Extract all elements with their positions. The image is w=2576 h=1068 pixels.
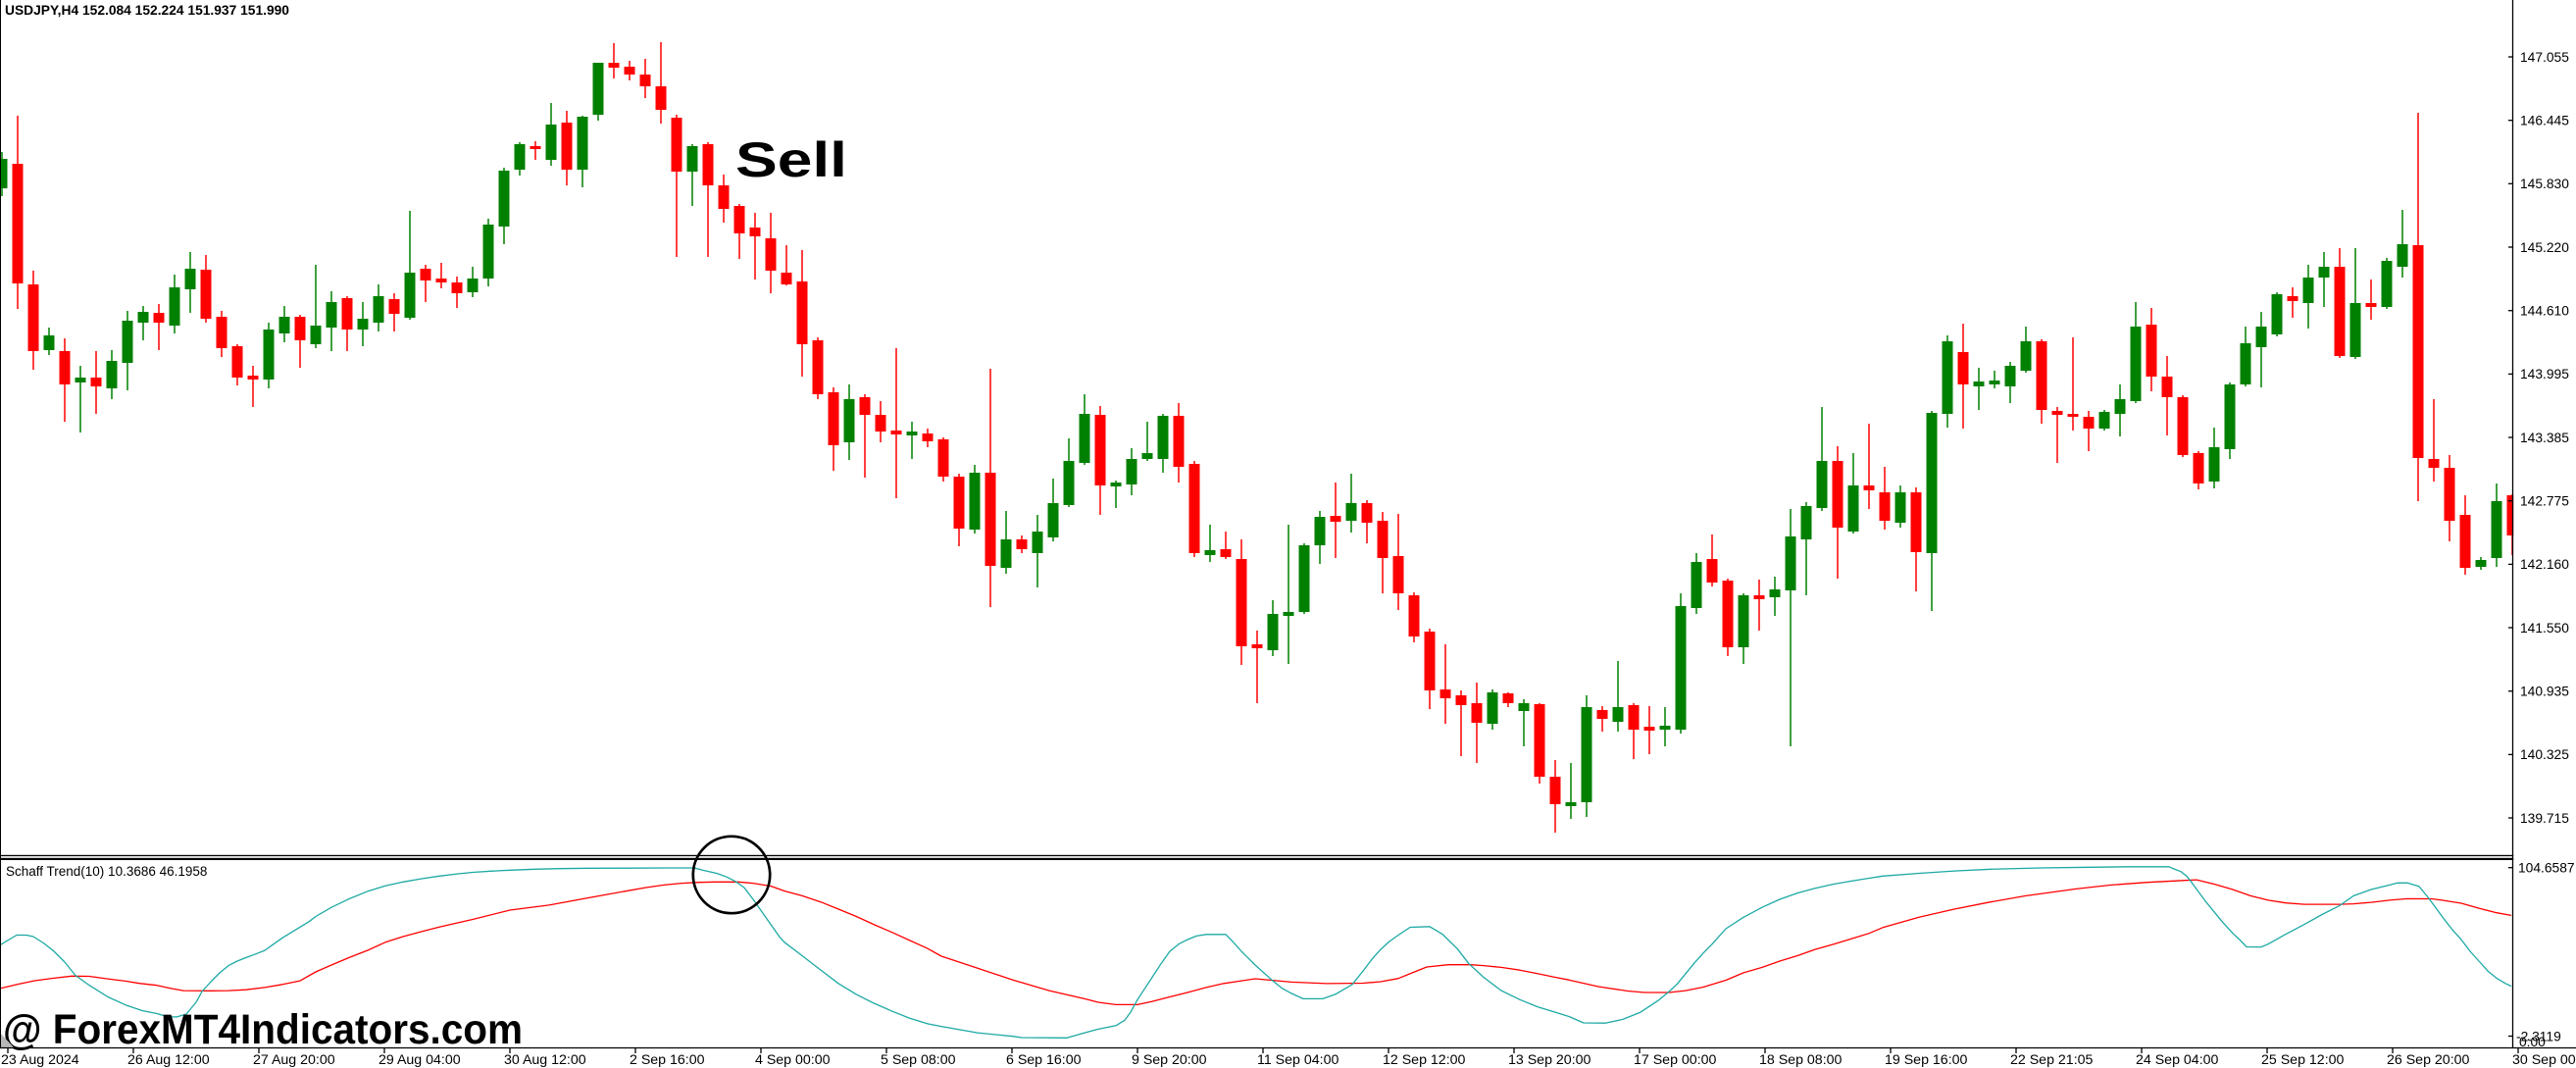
svg-text:143.385: 143.385 — [2520, 431, 2569, 445]
svg-text:4 Sep 00:00: 4 Sep 00:00 — [755, 1052, 831, 1068]
svg-text:5 Sep 08:00: 5 Sep 08:00 — [881, 1052, 956, 1068]
svg-text:139.715: 139.715 — [2520, 811, 2569, 826]
svg-text:30 Sep 00:00: 30 Sep 00:00 — [2512, 1052, 2576, 1068]
svg-text:147.055: 147.055 — [2520, 50, 2569, 65]
svg-text:142.160: 142.160 — [2520, 557, 2569, 572]
svg-text:0:00: 0:00 — [2519, 1035, 2546, 1049]
svg-text:9 Sep 20:00: 9 Sep 20:00 — [1132, 1052, 1207, 1068]
svg-text:104.6587: 104.6587 — [2518, 861, 2575, 876]
svg-text:Schaff Trend(10) 10.3686 46.19: Schaff Trend(10) 10.3686 46.1958 — [6, 864, 207, 879]
svg-text:143.995: 143.995 — [2520, 367, 2569, 381]
svg-text:@ ForexMT4Indicators.com: @ ForexMT4Indicators.com — [3, 1006, 523, 1053]
svg-text:25 Sep 12:00: 25 Sep 12:00 — [2261, 1052, 2345, 1068]
svg-text:29 Aug 04:00: 29 Aug 04:00 — [379, 1052, 461, 1068]
svg-text:141.550: 141.550 — [2520, 621, 2569, 636]
svg-text:6 Sep 16:00: 6 Sep 16:00 — [1006, 1052, 1082, 1068]
svg-text:24 Sep 04:00: 24 Sep 04:00 — [2136, 1052, 2219, 1068]
svg-text:12 Sep 12:00: 12 Sep 12:00 — [1383, 1052, 1466, 1068]
svg-text:30 Aug 12:00: 30 Aug 12:00 — [504, 1052, 586, 1068]
svg-text:140.325: 140.325 — [2520, 747, 2569, 762]
svg-text:13 Sep 20:00: 13 Sep 20:00 — [1508, 1052, 1591, 1068]
svg-text:145.830: 145.830 — [2520, 177, 2569, 191]
svg-text:11 Sep 04:00: 11 Sep 04:00 — [1257, 1052, 1339, 1068]
svg-text:-2.3119: -2.3119 — [2516, 1030, 2561, 1044]
svg-text:Sell: Sell — [735, 132, 847, 187]
svg-text:146.445: 146.445 — [2520, 114, 2569, 128]
svg-text:19 Sep 16:00: 19 Sep 16:00 — [1885, 1052, 1968, 1068]
svg-text:22 Sep 21:05: 22 Sep 21:05 — [2010, 1052, 2094, 1068]
svg-text:23 Aug 2024: 23 Aug 2024 — [1, 1052, 79, 1068]
svg-text:2 Sep 16:00: 2 Sep 16:00 — [630, 1052, 705, 1068]
svg-text:27 Aug 20:00: 27 Aug 20:00 — [253, 1052, 335, 1068]
svg-text:142.775: 142.775 — [2520, 494, 2569, 509]
svg-text:140.935: 140.935 — [2520, 685, 2569, 699]
svg-text:26 Sep 20:00: 26 Sep 20:00 — [2387, 1052, 2470, 1068]
svg-text:18 Sep 08:00: 18 Sep 08:00 — [1759, 1052, 1843, 1068]
svg-text:26 Aug 12:00: 26 Aug 12:00 — [127, 1052, 210, 1068]
svg-text:17 Sep 00:00: 17 Sep 00:00 — [1634, 1052, 1717, 1068]
svg-text:USDJPY,H4 152.084 152.224 151: USDJPY,H4 152.084 152.224 151.937 151.99… — [5, 3, 289, 18]
svg-text:144.610: 144.610 — [2520, 304, 2569, 319]
svg-text:145.220: 145.220 — [2520, 240, 2569, 255]
